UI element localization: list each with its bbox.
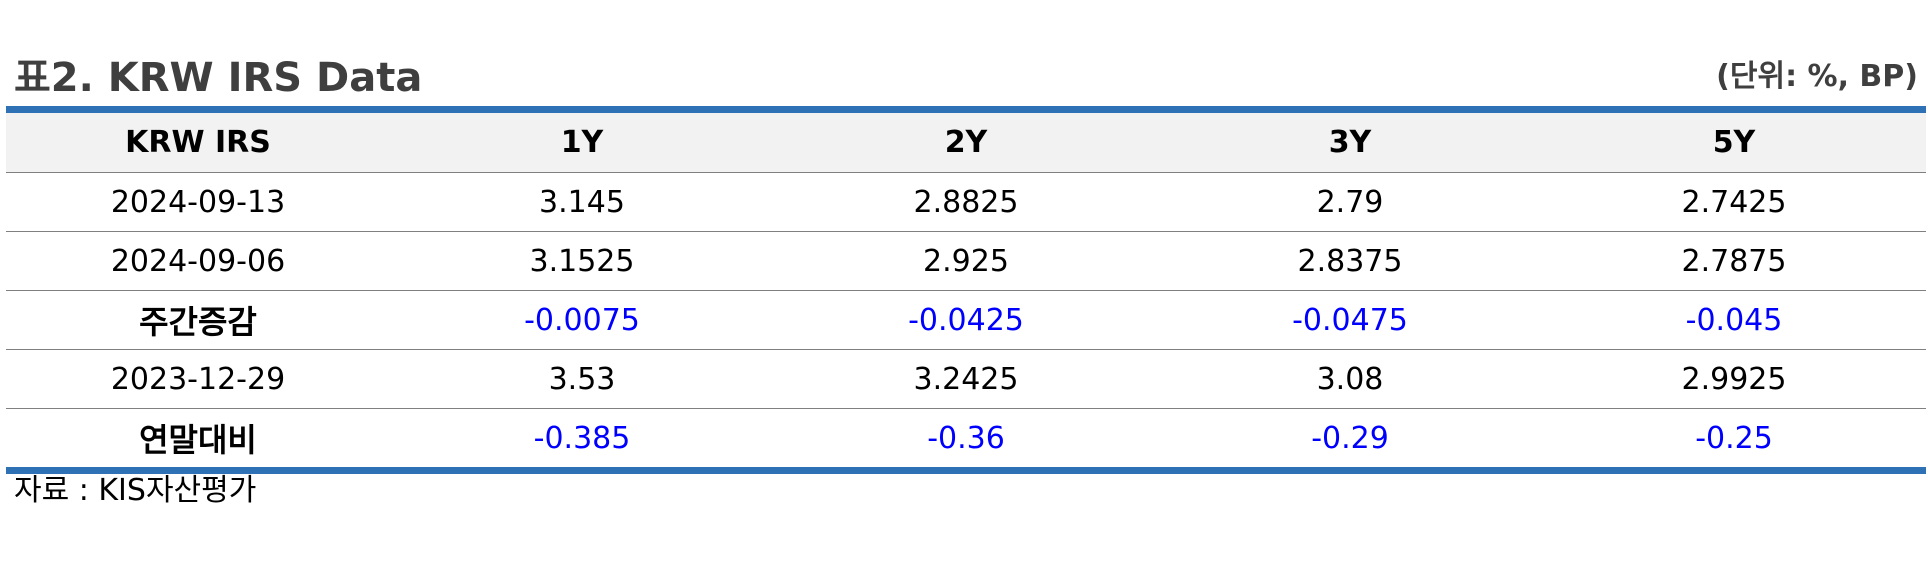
- unit-note: (단위: %, BP): [1716, 59, 1918, 94]
- header-cell-2y: 2Y: [774, 113, 1158, 173]
- row-label: 2024-09-13: [6, 172, 390, 232]
- cell-5y: 2.9925: [1542, 349, 1926, 409]
- table-row: 2023-12-29 3.53 3.2425 3.08 2.9925: [6, 349, 1926, 409]
- cell-5y: -0.25: [1695, 420, 1773, 456]
- cell-3y: -0.29: [1311, 420, 1389, 456]
- table-row: 2024-09-13 3.145 2.8825 2.79 2.7425: [6, 172, 1926, 232]
- table-row-ytd-change: 연말대비 -0.385 -0.36 -0.29 -0.25: [6, 409, 1926, 468]
- source-note: 자료 : KIS자산평가: [14, 473, 257, 508]
- table-row-weekly-change: 주간증감 -0.0075 -0.0425 -0.0475 -0.045: [6, 290, 1926, 350]
- table-row: 2024-09-06 3.1525 2.925 2.8375 2.7875: [6, 231, 1926, 291]
- table-title: 표2. KRW IRS Data: [14, 55, 423, 101]
- cell-2y: 3.2425: [774, 349, 1158, 409]
- header-cell-5y: 5Y: [1542, 113, 1926, 173]
- cell-5y: 2.7875: [1542, 231, 1926, 291]
- cell-3y: 2.8375: [1158, 231, 1542, 291]
- cell-3y: 3.08: [1158, 349, 1542, 409]
- cell-2y: -0.0425: [774, 290, 1158, 350]
- cell-3y: 2.79: [1158, 172, 1542, 232]
- table-header-row: KRW IRS 1Y 2Y 3Y 5Y: [6, 113, 1926, 173]
- row-label: 연말대비: [139, 421, 257, 459]
- cell-5y: 2.7425: [1542, 172, 1926, 232]
- cell-1y: -0.0075: [390, 290, 774, 350]
- row-label: 2023-12-29: [6, 349, 390, 409]
- cell-1y: 3.145: [390, 172, 774, 232]
- cell-1y: 3.1525: [390, 231, 774, 291]
- row-label: 주간증감: [6, 290, 390, 350]
- cell-2y: -0.36: [927, 420, 1005, 456]
- irs-table-container: KRW IRS 1Y 2Y 3Y 5Y 2024-09-13 3.145 2.8…: [6, 106, 1926, 474]
- header-cell-1y: 1Y: [390, 113, 774, 173]
- header-cell-3y: 3Y: [1158, 113, 1542, 173]
- header-cell-label: KRW IRS: [6, 113, 390, 173]
- row-label: 2024-09-06: [6, 231, 390, 291]
- cell-3y: -0.0475: [1158, 290, 1542, 350]
- cell-5y: -0.045: [1542, 290, 1926, 350]
- irs-table: KRW IRS 1Y 2Y 3Y 5Y 2024-09-13 3.145 2.8…: [6, 113, 1926, 467]
- cell-2y: 2.925: [774, 231, 1158, 291]
- cell-1y: -0.385: [533, 420, 631, 456]
- cell-1y: 3.53: [390, 349, 774, 409]
- cell-2y: 2.8825: [774, 172, 1158, 232]
